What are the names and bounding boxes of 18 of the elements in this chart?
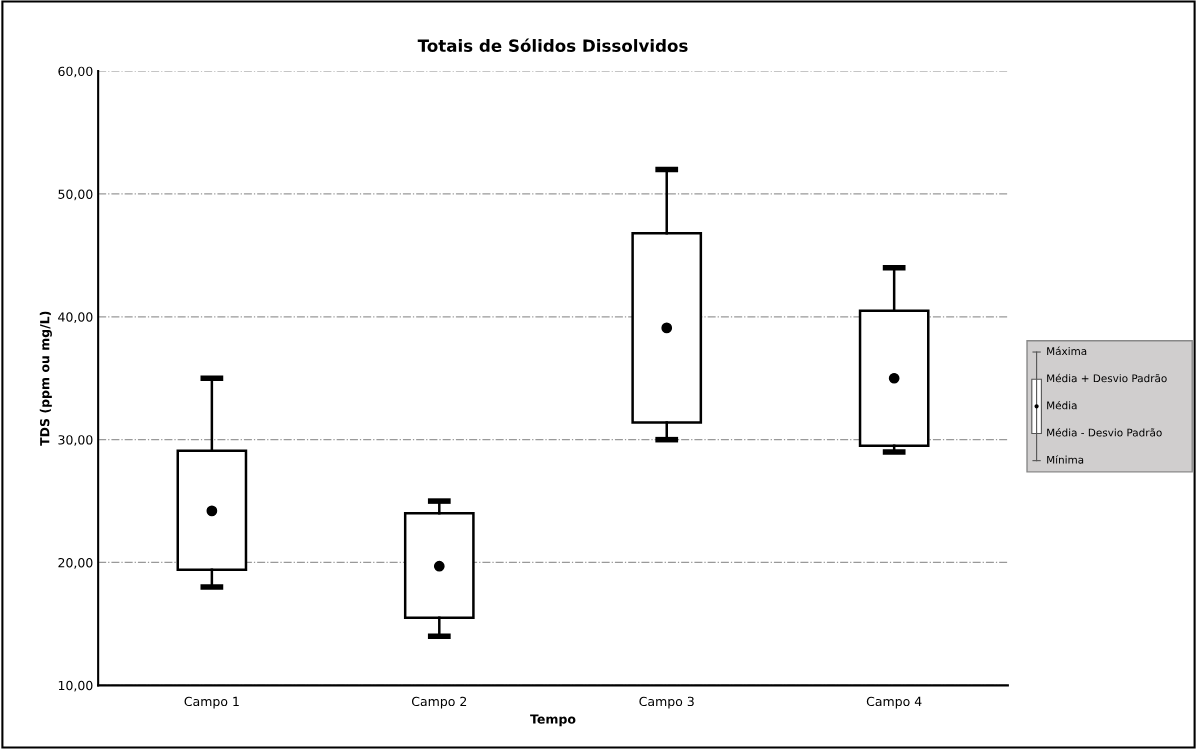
text: Média [1047, 400, 1077, 410]
y-axis-title: TDS (ppm ou mg/L) [39, 311, 52, 446]
x-tick-label: Campo 1 [184, 696, 239, 709]
text: Média - Desvio Padrão [1047, 428, 1162, 437]
text: Média + Desvio Padrão [1047, 373, 1167, 383]
x-axis-title: Tempo [530, 714, 576, 727]
y-tick-label: 10,00 [58, 680, 93, 692]
y-tick-label: 40,00 [58, 312, 93, 324]
x-tick-label: Campo 2 [411, 696, 467, 709]
y-tick-label: 20,00 [58, 557, 93, 569]
y-tick-label: 60,00 [58, 66, 93, 78]
y-tick-label: 50,00 [58, 189, 93, 201]
x-tick-label: Campo 3 [639, 696, 694, 709]
chart-title: Totais de Sólidos Dissolvidos [417, 38, 688, 52]
x-tick-label: Campo 4 [866, 696, 922, 709]
text: Máxima [1047, 346, 1087, 356]
y-tick-label: 30,00 [58, 435, 93, 446]
text: Mínima [1047, 455, 1084, 464]
